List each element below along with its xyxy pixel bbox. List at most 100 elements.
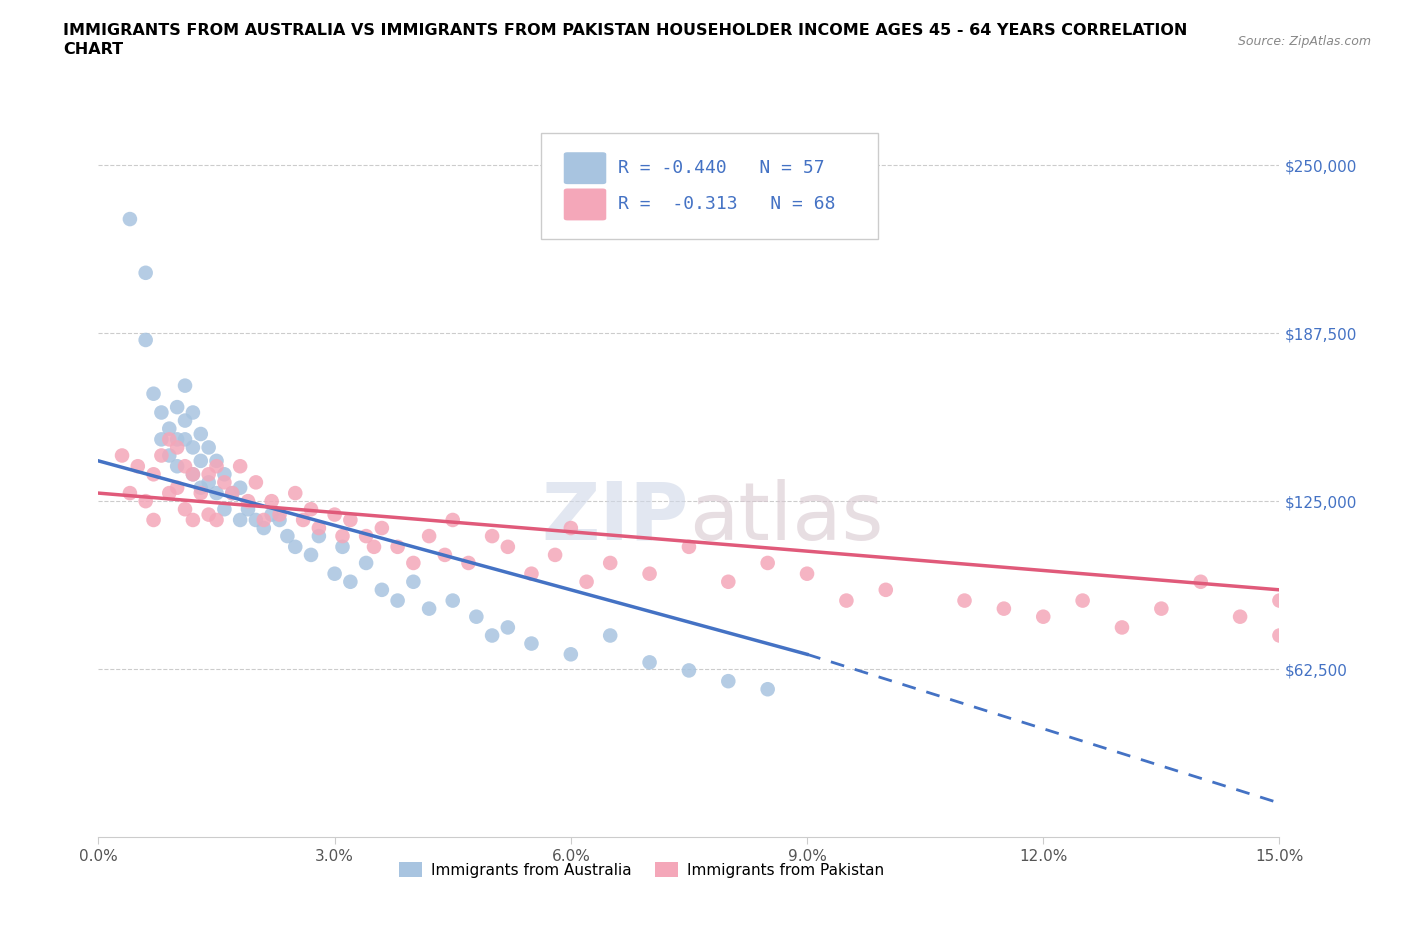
Point [221, 485, 243, 500]
Point [190, 480, 212, 495]
Point [174, 458, 197, 473]
Point [560, 521, 582, 536]
Point [1268, 628, 1291, 643]
Point [166, 440, 188, 455]
Point [441, 512, 464, 527]
Point [638, 655, 661, 670]
Point [166, 432, 188, 446]
Point [190, 485, 212, 500]
Point [111, 448, 134, 463]
Point [214, 467, 236, 482]
Point [181, 440, 204, 455]
Point [142, 467, 165, 482]
Point [157, 432, 180, 446]
Point [166, 480, 188, 495]
Point [174, 379, 197, 393]
Point [214, 475, 236, 490]
Point [363, 539, 385, 554]
Point [1111, 620, 1133, 635]
Point [181, 467, 204, 482]
Point [796, 566, 818, 581]
Point [1229, 609, 1251, 624]
Point [157, 485, 180, 500]
Point [127, 458, 149, 473]
Point [253, 512, 276, 527]
Text: R =  -0.313   N = 68: R = -0.313 N = 68 [619, 195, 835, 214]
Legend: Immigrants from Australia, Immigrants from Pakistan: Immigrants from Australia, Immigrants fr… [394, 856, 890, 884]
Point [402, 555, 425, 570]
Point [678, 663, 700, 678]
Point [142, 512, 165, 527]
Point [496, 539, 519, 554]
Point [284, 485, 307, 500]
Point [323, 507, 346, 522]
Point [150, 432, 173, 446]
Point [205, 458, 228, 473]
Point [245, 475, 267, 490]
Point [150, 448, 173, 463]
Point [181, 405, 204, 420]
Point [197, 475, 219, 490]
Text: Source: ZipAtlas.com: Source: ZipAtlas.com [1237, 35, 1371, 48]
Point [205, 454, 228, 469]
Point [166, 400, 188, 415]
Point [135, 333, 157, 348]
Point [135, 265, 157, 280]
Point [371, 582, 394, 597]
Point [441, 593, 464, 608]
Point [229, 458, 252, 473]
Point [544, 548, 567, 563]
Point [260, 507, 283, 522]
Point [678, 539, 700, 554]
Point [717, 673, 740, 688]
Point [481, 628, 503, 643]
Point [181, 512, 204, 527]
Point [197, 507, 219, 522]
Point [299, 502, 322, 517]
Point [599, 628, 621, 643]
Point [953, 593, 976, 608]
Point [332, 539, 354, 554]
Point [387, 539, 409, 554]
Point [756, 555, 779, 570]
Point [354, 528, 377, 543]
Point [214, 502, 236, 517]
Point [245, 512, 267, 527]
Point [993, 601, 1015, 616]
Point [332, 528, 354, 543]
Point [229, 480, 252, 495]
Point [269, 507, 291, 522]
Point [166, 458, 188, 473]
Text: R = -0.440   N = 57: R = -0.440 N = 57 [619, 159, 825, 178]
Text: CHART: CHART [63, 42, 124, 57]
FancyBboxPatch shape [564, 153, 606, 184]
Point [465, 609, 488, 624]
Point [339, 512, 361, 527]
Point [157, 448, 180, 463]
Point [1071, 593, 1094, 608]
Point [638, 566, 661, 581]
Point [229, 512, 252, 527]
Point [260, 494, 283, 509]
Point [150, 405, 173, 420]
Point [575, 575, 598, 590]
Point [835, 593, 858, 608]
Text: IMMIGRANTS FROM AUSTRALIA VS IMMIGRANTS FROM PAKISTAN HOUSEHOLDER INCOME AGES 45: IMMIGRANTS FROM AUSTRALIA VS IMMIGRANTS … [63, 23, 1188, 38]
Point [599, 555, 621, 570]
Point [717, 575, 740, 590]
FancyBboxPatch shape [564, 189, 606, 220]
Text: atlas: atlas [689, 479, 883, 557]
Point [418, 528, 440, 543]
Point [1150, 601, 1173, 616]
Point [496, 620, 519, 635]
Point [354, 555, 377, 570]
Point [205, 485, 228, 500]
Point [135, 494, 157, 509]
Point [269, 512, 291, 527]
Point [875, 582, 897, 597]
Point [308, 521, 330, 536]
Point [339, 575, 361, 590]
Point [418, 601, 440, 616]
Point [190, 454, 212, 469]
Point [284, 539, 307, 554]
